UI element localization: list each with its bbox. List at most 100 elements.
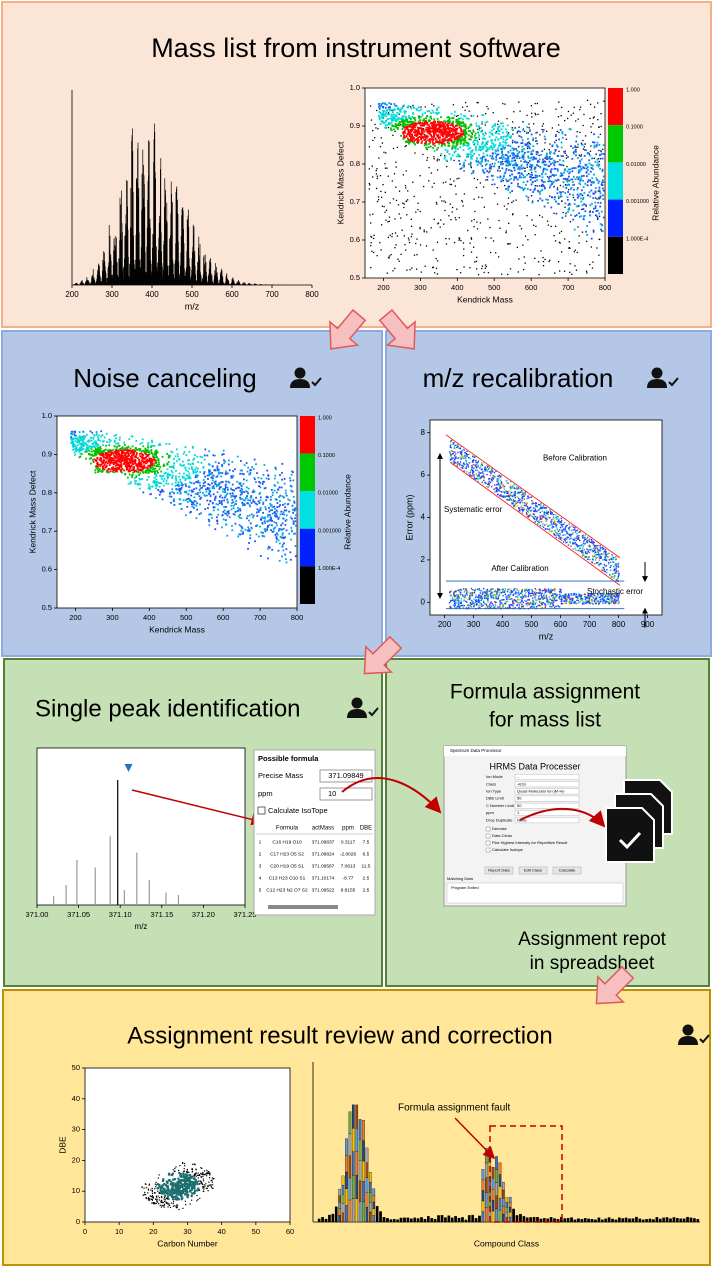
- peak-dot: [192, 472, 195, 474]
- peak-dot: [523, 147, 526, 150]
- peak-dot: [140, 452, 143, 455]
- peak-dot: [173, 504, 176, 506]
- peak-dot: [260, 477, 263, 480]
- noise-dot: [430, 227, 432, 229]
- peak-dot: [238, 524, 241, 526]
- peak-dot: [102, 444, 104, 447]
- peak-dot: [475, 124, 478, 127]
- peak-dot: [131, 461, 133, 464]
- peak-dot: [548, 164, 551, 167]
- peak-dot: [501, 122, 504, 125]
- peak-dot: [183, 491, 186, 493]
- title: for mass list: [489, 709, 601, 732]
- peak-dot: [212, 485, 215, 487]
- peak-dot: [118, 439, 121, 441]
- peak-dot: [496, 129, 499, 132]
- peak-dot: [553, 167, 556, 170]
- peak-dot: [156, 451, 159, 453]
- peak-dot: [207, 478, 209, 480]
- title: Single peak identification: [35, 695, 301, 722]
- peak-dot: [180, 508, 183, 510]
- noise-dot: [599, 158, 602, 160]
- peak-dot: [589, 170, 592, 173]
- peak-dot: [596, 209, 599, 212]
- peak-dot: [174, 484, 177, 487]
- noise-dot: [385, 152, 387, 154]
- peak-dot: [139, 472, 142, 475]
- peak-dot: [220, 475, 222, 478]
- peak-dot: [549, 157, 552, 160]
- peak-dot: [549, 175, 552, 178]
- peak-dot: [245, 490, 248, 493]
- peak-dot: [278, 559, 281, 562]
- peak-dot: [586, 225, 589, 227]
- peak-dot: [170, 470, 173, 472]
- noise-dot: [576, 131, 578, 133]
- peak-dot: [547, 198, 549, 201]
- peak-dot: [556, 188, 559, 191]
- peak-dot: [511, 157, 514, 160]
- peak-dot: [509, 174, 511, 177]
- peak-dot: [495, 136, 498, 139]
- peak-dot: [519, 186, 522, 189]
- noise-dot: [599, 190, 601, 193]
- peak-dot: [270, 519, 273, 522]
- noise-dot: [577, 157, 579, 159]
- peak-dot: [259, 509, 262, 512]
- noise-dot: [368, 182, 371, 185]
- peak-dot: [183, 476, 186, 479]
- peak-dot: [275, 513, 278, 515]
- peak-dot: [563, 171, 565, 174]
- peak-dot: [530, 133, 533, 136]
- peak-dot: [390, 113, 393, 116]
- noise-dot: [540, 184, 543, 186]
- peak-dot: [284, 492, 287, 495]
- noise-dot: [577, 146, 579, 148]
- noise-dot: [370, 119, 373, 121]
- peak-dot: [121, 452, 123, 454]
- peak-dot: [108, 438, 111, 441]
- peak-dot: [429, 127, 432, 130]
- peak-dot: [476, 139, 479, 142]
- peak-dot: [481, 159, 483, 162]
- noise-dot: [462, 254, 465, 257]
- peak-dot: [550, 180, 553, 183]
- peak-dot: [108, 464, 111, 467]
- peak-dot: [493, 128, 495, 131]
- peak-dot: [410, 136, 412, 139]
- noise-dot: [377, 128, 379, 130]
- noise-dot: [526, 215, 528, 217]
- noise-dot: [568, 202, 570, 205]
- peak-dot: [464, 115, 467, 118]
- peak-dot: [472, 115, 475, 117]
- noise-dot: [546, 220, 549, 222]
- peak-dot: [100, 435, 103, 438]
- peak-dot: [407, 137, 409, 140]
- peak-dot: [166, 463, 168, 466]
- peak-dot: [202, 466, 205, 469]
- peak-dot: [418, 115, 420, 118]
- noise-dot: [589, 150, 592, 152]
- peak-dot: [568, 172, 571, 175]
- peak-dot: [187, 459, 189, 462]
- noise-dot: [416, 268, 418, 270]
- peak-dot: [135, 470, 138, 473]
- peak-dot: [194, 492, 197, 495]
- peak-dot: [389, 117, 392, 120]
- noise-dot: [592, 231, 595, 233]
- peak-dot: [271, 509, 273, 512]
- peak-dot: [113, 455, 116, 458]
- peak-dot: [117, 457, 120, 460]
- peak-dot: [498, 157, 501, 160]
- peak-dot: [97, 438, 100, 440]
- peak-dot: [124, 458, 127, 461]
- x-tick-label: 400: [451, 283, 464, 292]
- noise-dot: [436, 158, 439, 160]
- peak-dot: [230, 508, 233, 511]
- peak-dot: [275, 522, 278, 524]
- peak-dot: [536, 184, 539, 187]
- peak-dot: [395, 124, 398, 127]
- peak-dot: [88, 453, 91, 456]
- peak-dot: [447, 144, 450, 147]
- peak-dot: [582, 166, 585, 169]
